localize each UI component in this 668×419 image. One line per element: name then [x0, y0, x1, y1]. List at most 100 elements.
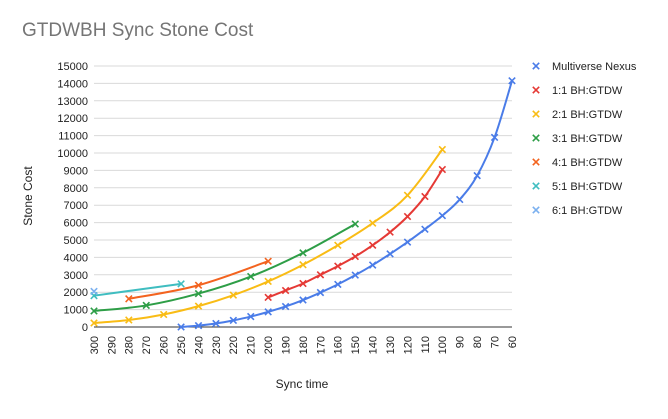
series-5	[90, 280, 185, 300]
data-point	[194, 321, 203, 330]
x-axis-label: Sync time	[276, 377, 329, 391]
marker-stroke	[316, 288, 325, 297]
marker-stroke	[403, 238, 412, 246]
marker-stroke	[351, 220, 360, 228]
x-tick-label: 230	[211, 336, 223, 354]
x-tick-label: 300	[89, 336, 101, 354]
legend-marker	[532, 134, 540, 142]
legend: Multiverse Nexus 1:1 BH:GTDW 2:1 BH:GTDW 3:…	[532, 61, 637, 217]
data-point	[403, 238, 412, 246]
chart-title: GTDWBH Sync Stone Cost	[22, 20, 254, 41]
data-point	[438, 165, 447, 174]
marker-stroke	[473, 171, 481, 180]
data-point	[351, 220, 360, 228]
data-point	[403, 191, 412, 200]
marker-stroke	[125, 316, 133, 324]
x-tick-label: 150	[350, 336, 362, 354]
marker-stroke	[212, 319, 220, 328]
series-layer	[90, 77, 516, 331]
x-tick-label: 80	[472, 336, 484, 348]
legend-marker	[532, 62, 540, 70]
x-tick-label: 290	[106, 336, 118, 354]
data-point	[368, 241, 377, 249]
marker-stroke	[351, 271, 360, 279]
data-point	[455, 195, 464, 204]
data-point	[194, 281, 203, 290]
data-point	[177, 280, 185, 288]
data-point	[368, 219, 377, 227]
legend-item: 2:1 BH:GTDW	[532, 109, 623, 121]
marker-stroke	[299, 279, 307, 288]
marker-stroke	[438, 165, 447, 174]
series-2	[90, 145, 447, 327]
data-point	[421, 192, 429, 201]
marker-stroke	[246, 312, 255, 321]
series-4	[125, 257, 272, 303]
marker-stroke	[316, 271, 325, 279]
y-tick-label: 0	[82, 322, 88, 334]
legend-marker	[532, 110, 540, 118]
data-point	[473, 171, 481, 180]
data-point	[246, 312, 255, 321]
marker-stroke	[264, 308, 272, 316]
legend-label: 5:1 BH:GTDW	[552, 181, 623, 193]
y-tick-label: 5000	[64, 235, 88, 247]
series-line	[93, 223, 356, 312]
marker-stroke	[455, 195, 464, 204]
x-tick-label: 180	[298, 336, 310, 354]
series-0	[177, 77, 516, 331]
legend-item: 1:1 BH:GTDW	[532, 85, 623, 97]
marker-stroke	[194, 281, 203, 290]
data-point	[194, 289, 203, 298]
data-point	[125, 316, 133, 324]
legend-label: 1:1 BH:GTDW	[552, 85, 623, 97]
marker-stroke	[281, 286, 290, 295]
y-tick-label: 15000	[57, 61, 88, 73]
data-point	[368, 261, 377, 269]
data-point	[403, 212, 412, 221]
y-tick-label: 7000	[64, 200, 88, 212]
legend-marker	[532, 206, 540, 214]
x-tick-label: 170	[315, 336, 327, 354]
data-point	[142, 301, 151, 310]
x-tick-label: 140	[368, 336, 380, 354]
series-1	[264, 165, 447, 302]
legend-item: 4:1 BH:GTDW	[532, 157, 623, 169]
legend-marker	[532, 158, 540, 166]
data-point	[299, 249, 307, 257]
data-point	[177, 323, 185, 331]
y-tick-label: 13000	[57, 96, 88, 108]
legend-label: 2:1 BH:GTDW	[552, 109, 623, 121]
y-tick-label: 1000	[64, 305, 88, 317]
x-tick-label: 240	[193, 336, 205, 354]
data-point	[159, 310, 168, 319]
data-point	[508, 77, 516, 85]
marker-stroke	[194, 321, 203, 330]
data-point	[386, 228, 394, 236]
marker-stroke	[177, 280, 185, 288]
legend-item: 5:1 BH:GTDW	[532, 181, 623, 193]
y-tick-label: 6000	[64, 218, 88, 230]
y-tick-label: 9000	[64, 165, 88, 177]
data-point	[490, 133, 499, 142]
marker-stroke	[334, 280, 342, 289]
data-point	[351, 252, 360, 261]
y-tick-label: 11000	[58, 131, 88, 143]
marker-stroke	[386, 250, 394, 258]
data-point	[281, 286, 290, 295]
series-6	[90, 287, 98, 296]
y-tick-label: 4000	[64, 252, 88, 264]
x-tick-label: 200	[263, 336, 275, 354]
legend-item: 6:1 BH:GTDW	[532, 205, 623, 217]
data-point	[334, 280, 342, 289]
legend-label: 4:1 BH:GTDW	[552, 157, 623, 169]
data-point	[316, 271, 325, 279]
data-point	[229, 316, 238, 325]
marker-stroke	[246, 272, 255, 281]
marker-stroke	[281, 302, 290, 311]
data-point	[438, 145, 447, 154]
data-point	[212, 319, 220, 328]
marker-stroke	[351, 252, 360, 261]
data-point	[264, 308, 272, 316]
